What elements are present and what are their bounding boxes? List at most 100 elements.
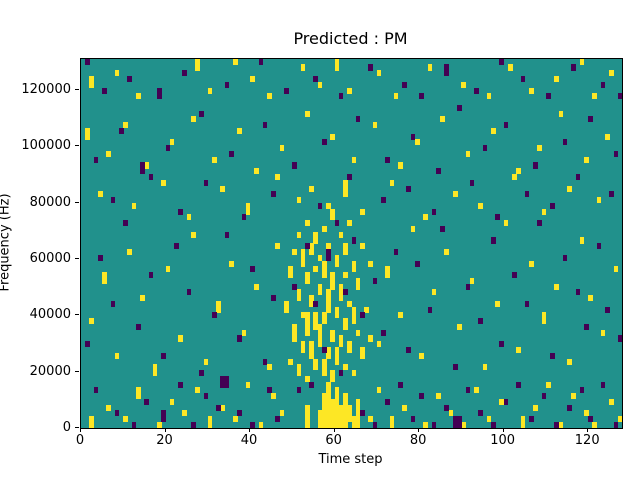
heatmap-cell (452, 191, 458, 198)
heatmap-cell (520, 416, 526, 428)
heatmap-cell (478, 318, 483, 325)
heatmap-cell (317, 410, 323, 428)
heatmap-cell (309, 185, 314, 192)
heatmap-cell (457, 323, 462, 330)
heatmap-cell (617, 335, 622, 342)
heatmap-cell (283, 87, 289, 94)
heatmap-cell (368, 335, 374, 342)
heatmap-cell (292, 323, 297, 342)
heatmap-cell (305, 272, 310, 284)
heatmap-cell (423, 421, 428, 428)
plot-area (80, 58, 623, 429)
heatmap-cell (275, 174, 281, 181)
heatmap-cell (296, 364, 302, 377)
heatmap-cell (148, 272, 154, 279)
heatmap-cell (347, 341, 352, 354)
heatmap-cell (524, 300, 530, 307)
heatmap-cell (292, 162, 297, 169)
heatmap-cell (220, 404, 226, 411)
heatmap-cell (410, 225, 416, 232)
heatmap-cell (131, 202, 137, 209)
heatmap-cell (469, 277, 475, 284)
heatmap-cell (406, 185, 412, 192)
heatmap-cell (123, 122, 128, 129)
heatmap-cell (224, 231, 230, 238)
heatmap-cell (207, 416, 213, 428)
heatmap-cell (330, 398, 335, 428)
heatmap-cell (224, 81, 230, 88)
heatmap-cell (419, 393, 424, 400)
heatmap-cell (541, 393, 547, 400)
heatmap-cell (313, 76, 319, 83)
heatmap-cell (495, 300, 500, 307)
heatmap-cell (334, 254, 340, 267)
heatmap-cell (135, 323, 141, 330)
heatmap-cell (237, 410, 242, 417)
heatmap-cell (372, 277, 378, 284)
heatmap-cell (355, 277, 361, 290)
heatmap-cell (250, 266, 255, 273)
heatmap-cell (541, 208, 547, 215)
heatmap-cell (376, 387, 382, 394)
heatmap-cell (266, 93, 272, 100)
heatmap-cell (592, 421, 598, 428)
y-tick-label: 120000 (21, 82, 71, 98)
heatmap-cell (300, 64, 306, 71)
heatmap-cell (490, 421, 496, 428)
heatmap-cell (309, 341, 314, 359)
heatmap-cell (114, 352, 120, 359)
heatmap-cell (452, 364, 458, 371)
heatmap-cell (245, 381, 251, 388)
heatmap-cell (575, 289, 581, 296)
heatmap-cell (119, 127, 124, 134)
heatmap-cell (203, 179, 209, 186)
heatmap-cell (330, 272, 335, 290)
heatmap-cell (419, 93, 424, 100)
heatmap-cell (537, 220, 543, 227)
heatmap-cell (326, 346, 331, 359)
heatmap-cell (102, 272, 107, 284)
heatmap-cell (135, 93, 141, 100)
heatmap-cell (334, 387, 340, 428)
heatmap-cell (529, 87, 534, 94)
heatmap-cell (457, 416, 462, 428)
heatmap-cell (161, 179, 166, 186)
heatmap-cell (343, 272, 348, 279)
y-tick-label: 0 (62, 420, 71, 435)
heatmap-cell (567, 404, 572, 411)
heatmap-cell (376, 341, 382, 348)
heatmap-cell (355, 398, 361, 428)
heatmap-cell (562, 139, 568, 146)
heatmap-cell (313, 266, 319, 273)
heatmap-cell (410, 416, 416, 423)
x-tick-label: 40 (240, 433, 258, 448)
heatmap-cell (321, 346, 327, 354)
heatmap-cell (296, 289, 302, 302)
heatmap-cell (465, 283, 471, 290)
heatmap-cell (423, 214, 428, 221)
heatmap-cell (554, 421, 559, 428)
heatmap-cell (317, 323, 323, 348)
heatmap-cell (343, 243, 348, 256)
heatmap-cell (385, 156, 390, 163)
y-tick-mark (75, 370, 79, 372)
heatmap-cell (97, 191, 103, 198)
heatmap-cell (165, 266, 171, 273)
heatmap-cell (309, 295, 314, 307)
heatmap-cell (157, 87, 162, 100)
heatmap-cell (516, 168, 521, 175)
heatmap-cell (499, 341, 505, 348)
heatmap-cell (338, 283, 344, 302)
heatmap-cell (330, 208, 335, 221)
heatmap-cell (347, 404, 352, 423)
heatmap-cell (93, 156, 99, 163)
heatmap-cell (402, 81, 407, 88)
heatmap-cell (157, 421, 162, 428)
heatmap-cell (228, 150, 234, 158)
heatmap-cell (545, 93, 551, 100)
heatmap-cell (144, 162, 150, 169)
heatmap-cell (338, 370, 344, 377)
heatmap-cell (102, 87, 107, 94)
x-tick-label: 120 (574, 433, 600, 448)
